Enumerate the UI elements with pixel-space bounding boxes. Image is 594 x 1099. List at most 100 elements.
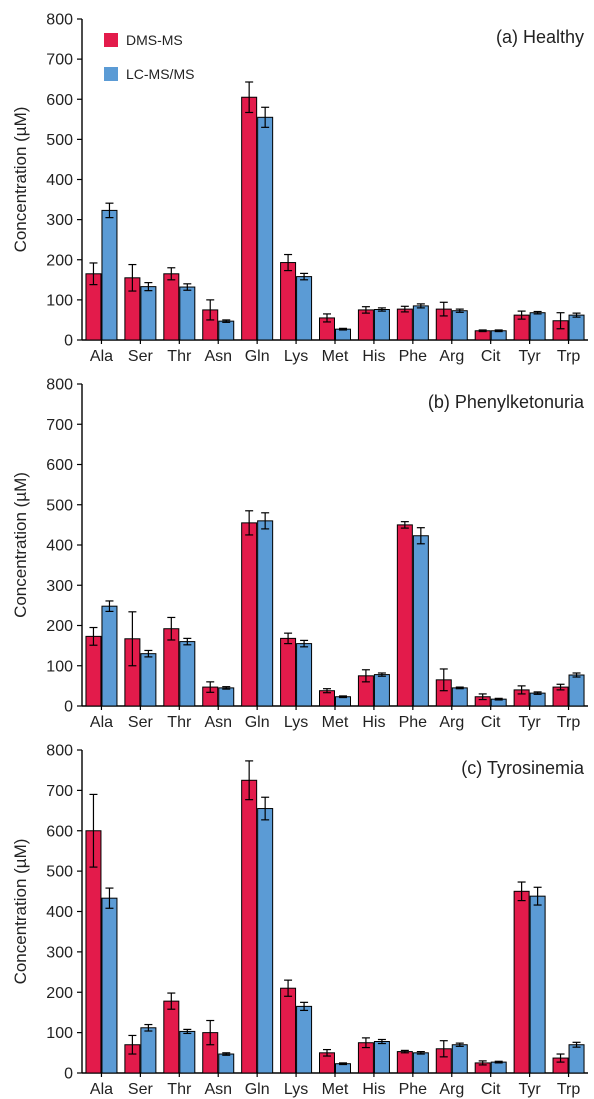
y-tick-label: 600 xyxy=(46,823,73,840)
x-tick-label-ala: Ala xyxy=(90,1081,113,1098)
x-tick-label-ser: Ser xyxy=(128,714,154,731)
x-tick-label-ala: Ala xyxy=(90,714,113,731)
y-tick-label: 500 xyxy=(46,132,73,149)
bar-lc-ms-ms-his xyxy=(373,309,390,341)
bar-lc-ms-ms-trp xyxy=(568,674,585,707)
bar-dms-ms-lys xyxy=(280,637,297,707)
y-tick-label: 200 xyxy=(46,985,73,1002)
bar-dms-ms-phe xyxy=(396,308,413,341)
bar-lc-ms-ms-tyr xyxy=(529,692,546,707)
x-tick-label-lys: Lys xyxy=(284,714,308,731)
legend-swatch-lc-ms-ms xyxy=(104,67,118,81)
x-tick-label-phe: Phe xyxy=(399,348,428,365)
bar-lc-ms-ms-ala xyxy=(101,897,118,1074)
bar-lc-ms-ms-gln xyxy=(257,808,274,1074)
x-tick-label-ala: Ala xyxy=(90,348,113,365)
bar-lc-ms-ms-tyr xyxy=(529,895,546,1074)
x-tick-label-gln: Gln xyxy=(245,348,270,365)
y-tick-label: 700 xyxy=(46,52,73,69)
bar-lc-ms-ms-phe xyxy=(412,1052,429,1074)
x-tick-label-lys: Lys xyxy=(284,348,308,365)
x-tick-label-asn: Asn xyxy=(204,1081,232,1098)
x-tick-label-asn: Asn xyxy=(204,348,232,365)
bar-lc-ms-ms-arg xyxy=(451,687,468,707)
x-tick-label-tyr: Tyr xyxy=(519,1081,542,1098)
bar-dms-ms-phe xyxy=(396,524,413,707)
legend-swatch-dms-ms xyxy=(104,33,118,47)
bar-dms-ms-his xyxy=(357,309,374,341)
x-tick-label-phe: Phe xyxy=(399,714,428,731)
x-tick-label-ser: Ser xyxy=(128,1081,154,1098)
panel-title: (a) Healthy xyxy=(496,27,584,47)
y-tick-label: 200 xyxy=(46,252,73,269)
bar-lc-ms-ms-thr xyxy=(179,1030,196,1074)
x-tick-label-thr: Thr xyxy=(167,1081,192,1098)
y-axis-label: Concentration (µM) xyxy=(11,107,30,253)
x-tick-label-ser: Ser xyxy=(128,348,154,365)
legend: DMS-MS LC-MS/MS xyxy=(104,32,194,82)
x-tick-label-his: His xyxy=(362,714,385,731)
bar-lc-ms-ms-thr xyxy=(179,641,196,707)
bar-lc-ms-ms-lys xyxy=(296,1005,313,1074)
bar-dms-ms-gln xyxy=(241,522,258,707)
bar-lc-ms-ms-lys xyxy=(296,643,313,707)
y-tick-label: 800 xyxy=(46,743,73,760)
x-tick-label-arg: Arg xyxy=(439,1081,464,1098)
bar-lc-ms-ms-met xyxy=(335,328,351,341)
bar-lc-ms-ms-cit xyxy=(490,1061,507,1074)
y-tick-label: 100 xyxy=(46,1025,73,1042)
bar-lc-ms-ms-his xyxy=(373,1041,390,1074)
bar-lc-ms-ms-gln xyxy=(257,520,274,707)
bar-lc-ms-ms-his xyxy=(373,674,390,707)
x-tick-label-phe: Phe xyxy=(399,1081,428,1098)
y-tick-label: 400 xyxy=(46,172,73,189)
y-tick-label: 100 xyxy=(46,658,73,675)
bar-lc-ms-ms-ser xyxy=(140,1027,157,1074)
bar-dms-ms-thr xyxy=(163,273,180,341)
bar-lc-ms-ms-ser xyxy=(140,286,157,341)
chart-panel-1: 0 100 200 300 400 500 600 700 800 Concentration (… xyxy=(11,12,588,365)
y-tick-label: 300 xyxy=(46,212,73,229)
chart-panel-2: 0 100 200 300 400 500 600 700 800 Concentration (… xyxy=(11,377,588,731)
legend-label-dms-ms: DMS-MS xyxy=(126,32,183,48)
bar-lc-ms-ms-tyr xyxy=(529,312,546,341)
bar-lc-ms-ms-trp xyxy=(568,1044,585,1074)
x-tick-label-trp: Trp xyxy=(557,348,581,365)
x-tick-label-thr: Thr xyxy=(167,348,192,365)
x-tick-label-arg: Arg xyxy=(439,714,464,731)
y-tick-label: 100 xyxy=(46,292,73,309)
y-tick-label: 0 xyxy=(64,699,73,716)
y-tick-label: 800 xyxy=(46,377,73,394)
x-tick-label-arg: Arg xyxy=(439,348,464,365)
x-tick-label-trp: Trp xyxy=(557,1081,581,1098)
bar-dms-ms-thr xyxy=(163,1000,180,1074)
bar-lc-ms-ms-gln xyxy=(257,116,274,341)
y-tick-label: 700 xyxy=(46,783,73,800)
x-tick-label-his: His xyxy=(362,1081,385,1098)
bar-lc-ms-ms-ala xyxy=(101,605,118,707)
y-axis-label: Concentration (µM) xyxy=(11,472,30,618)
bar-lc-ms-ms-lys xyxy=(296,276,313,341)
x-tick-label-cit: Cit xyxy=(481,348,501,365)
x-tick-label-cit: Cit xyxy=(481,714,501,731)
y-tick-label: 600 xyxy=(46,457,73,474)
x-tick-label-gln: Gln xyxy=(245,1081,270,1098)
chart-panel-3: 0 100 200 300 400 500 600 700 800 Concentration (… xyxy=(11,743,588,1098)
y-tick-label: 400 xyxy=(46,538,73,555)
bar-lc-ms-ms-asn xyxy=(218,687,235,707)
panel-title: (b) Phenylketonuria xyxy=(428,392,585,412)
bar-lc-ms-ms-ser xyxy=(140,653,157,707)
y-tick-label: 400 xyxy=(46,904,73,921)
y-tick-label: 700 xyxy=(46,417,73,434)
x-tick-label-lys: Lys xyxy=(284,1081,308,1098)
x-tick-label-thr: Thr xyxy=(167,714,192,731)
x-tick-label-met: Met xyxy=(322,714,349,731)
x-tick-label-tyr: Tyr xyxy=(519,714,542,731)
y-tick-label: 800 xyxy=(46,12,73,29)
y-tick-label: 500 xyxy=(46,864,73,881)
x-tick-label-trp: Trp xyxy=(557,714,581,731)
y-tick-label: 600 xyxy=(46,92,73,109)
bar-lc-ms-ms-asn xyxy=(218,1053,235,1074)
y-tick-label: 300 xyxy=(46,578,73,595)
